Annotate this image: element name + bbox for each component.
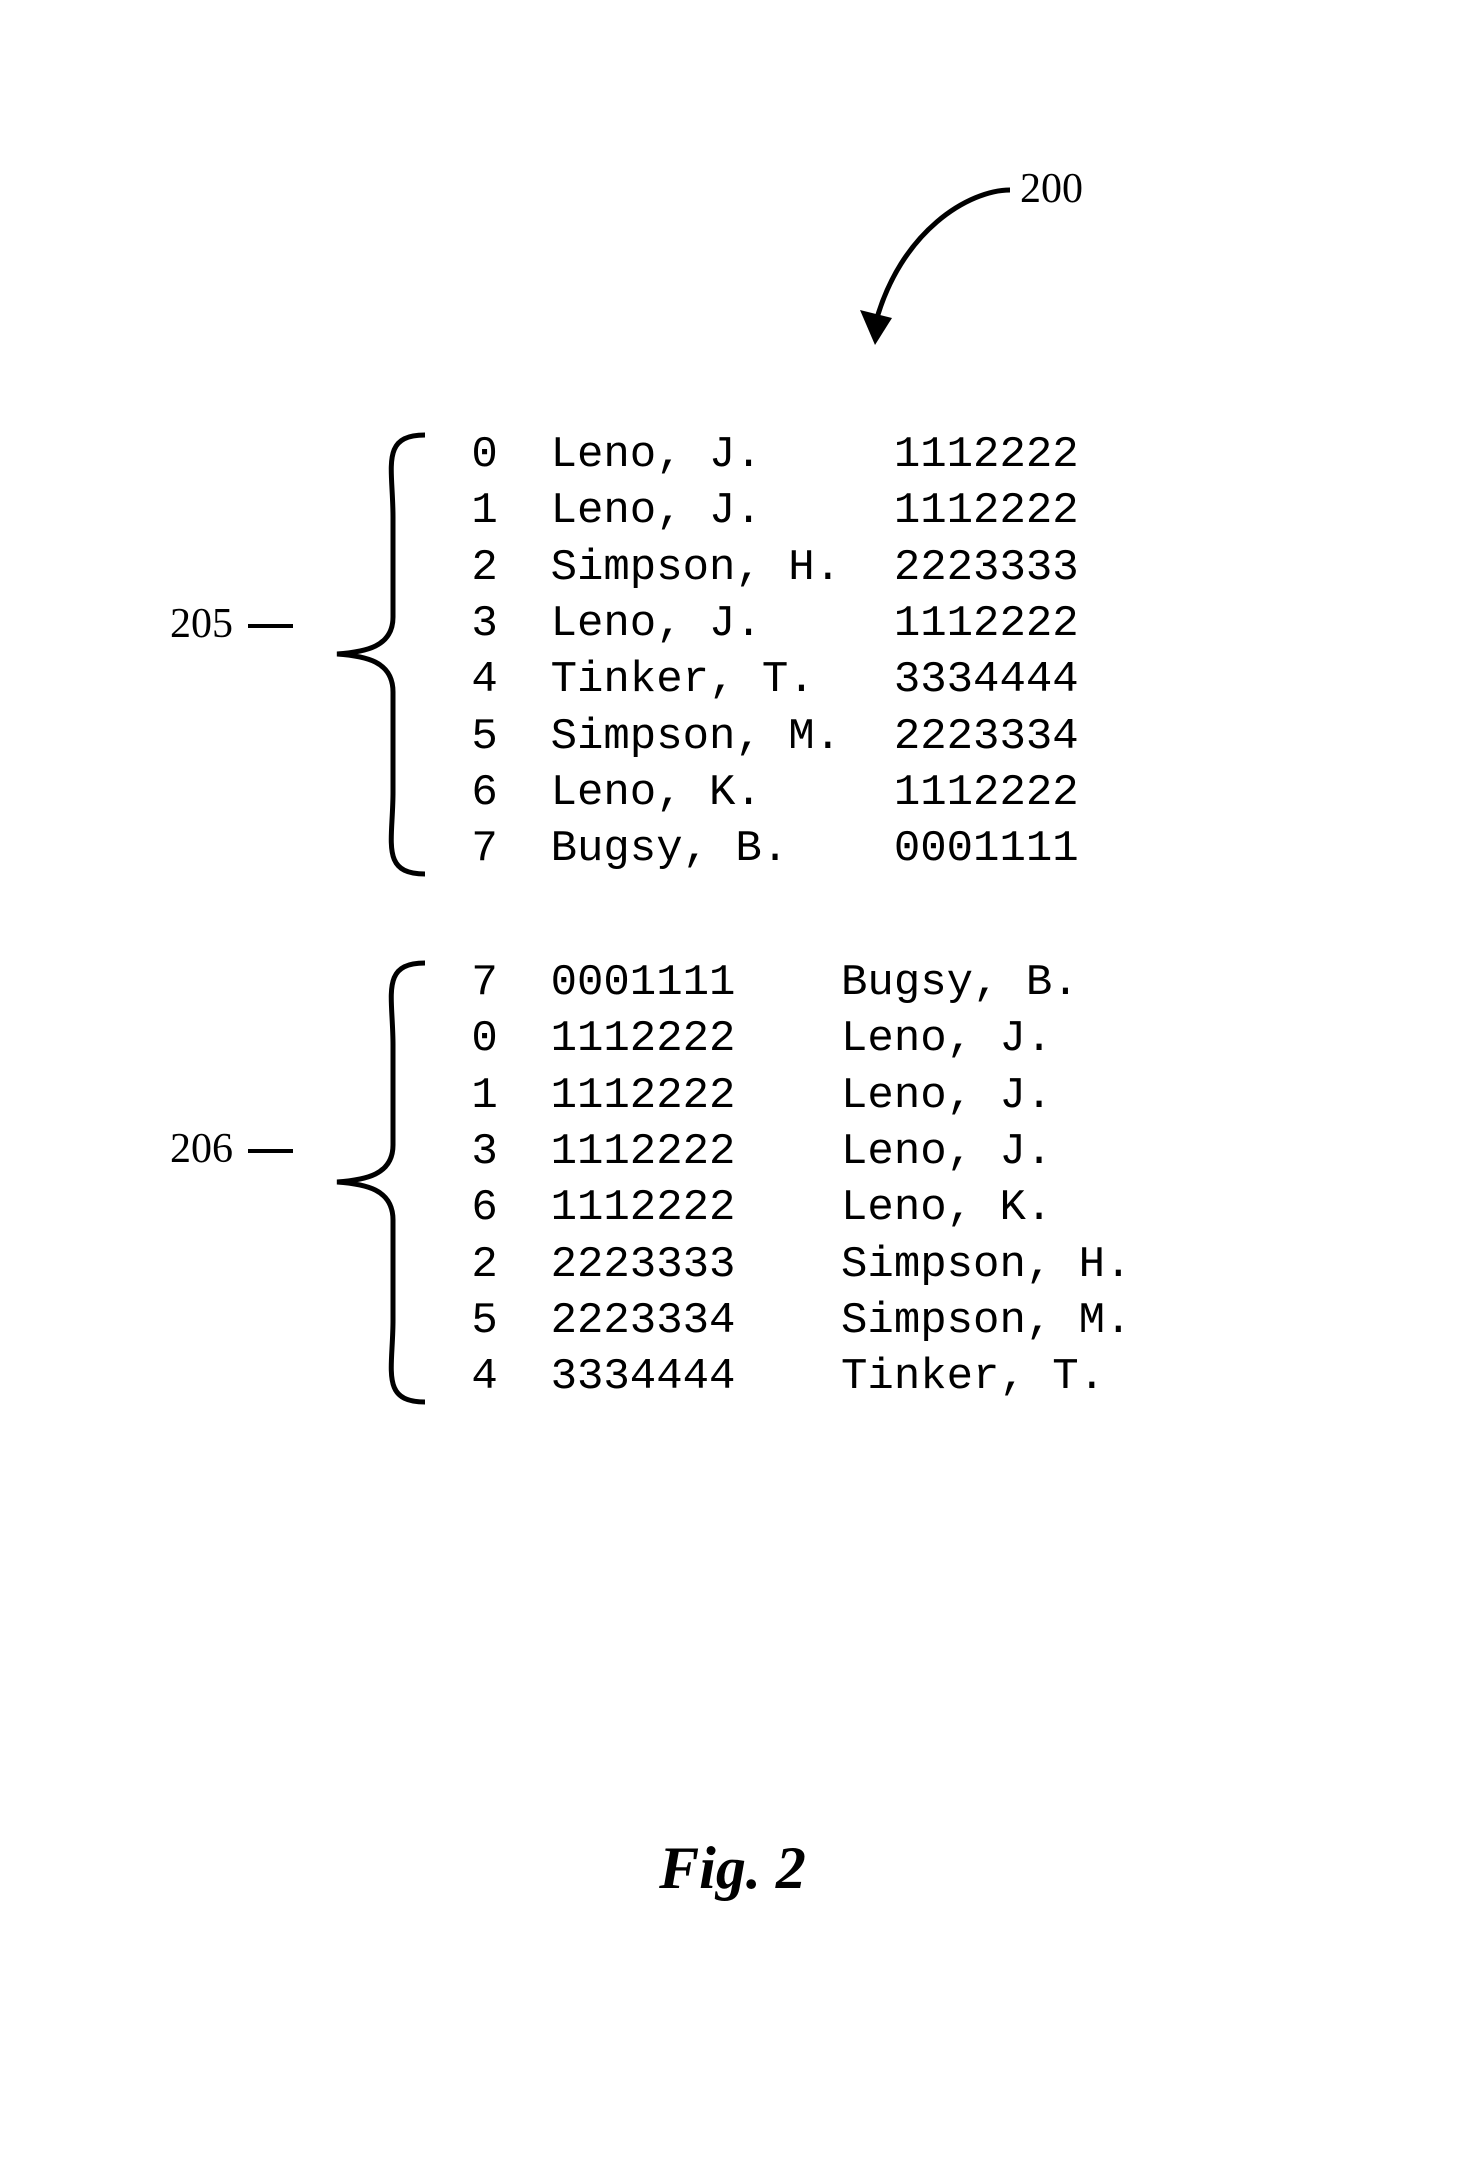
- table-row: 7 0001111Bugsy, B.: [445, 955, 1184, 1011]
- table-205: 0 Leno, J.11122221 Leno, J.11122222 Simp…: [445, 427, 1105, 878]
- cell-number: 1112222: [894, 427, 1105, 483]
- table-row: 5 2223334Simpson, M.: [445, 1293, 1184, 1349]
- curly-brace-icon: [325, 427, 435, 882]
- cell-number: 2223334: [551, 1293, 841, 1349]
- table-row: 4 Tinker, T.3334444: [445, 652, 1105, 708]
- cell-name: Simpson, M.: [551, 709, 894, 765]
- cell-name: Tinker, T.: [841, 1349, 1184, 1405]
- cell-number: 3334444: [894, 652, 1105, 708]
- cell-name: Simpson, H.: [841, 1237, 1184, 1293]
- cell-index: 2: [445, 540, 498, 596]
- table-row: 3 Leno, J.1112222: [445, 596, 1105, 652]
- cell-number: 1112222: [894, 483, 1105, 539]
- figure-page: 200 205 0 Leno, J.11122221 Leno, J.11122…: [0, 0, 1465, 2163]
- cell-index: 7: [445, 955, 498, 1011]
- cell-name: Bugsy, B.: [551, 821, 894, 877]
- cell-index: 7: [445, 821, 498, 877]
- cell-index: 2: [445, 1237, 498, 1293]
- cell-index: 3: [445, 596, 498, 652]
- cell-index: 5: [445, 709, 498, 765]
- cell-number: 1112222: [551, 1124, 841, 1180]
- cell-index: 0: [445, 427, 498, 483]
- table-row: 1 Leno, J.1112222: [445, 483, 1105, 539]
- cell-index: 4: [445, 652, 498, 708]
- cell-name: Leno, K.: [551, 765, 894, 821]
- cell-number: 1112222: [551, 1180, 841, 1236]
- table-row: 0 Leno, J.1112222: [445, 427, 1105, 483]
- cell-name: Leno, J.: [551, 596, 894, 652]
- cell-index: 4: [445, 1349, 498, 1405]
- cell-name: Simpson, H.: [551, 540, 894, 596]
- cell-number: 0001111: [551, 955, 841, 1011]
- table-row: 5 Simpson, M.2223334: [445, 709, 1105, 765]
- cell-number: 0001111: [894, 821, 1105, 877]
- cell-number: 2223334: [894, 709, 1105, 765]
- label-tick-205: [248, 624, 293, 628]
- cell-index: 0: [445, 1011, 498, 1067]
- table-row: 2 2223333Simpson, H.: [445, 1237, 1184, 1293]
- cell-number: 2223333: [894, 540, 1105, 596]
- cell-name: Leno, J.: [841, 1011, 1184, 1067]
- cell-name: Leno, K.: [841, 1180, 1184, 1236]
- cell-index: 1: [445, 1068, 498, 1124]
- cell-name: Leno, J.: [841, 1124, 1184, 1180]
- cell-index: 6: [445, 765, 498, 821]
- cell-number: 2223333: [551, 1237, 841, 1293]
- cell-index: 1: [445, 483, 498, 539]
- cell-number: 1112222: [894, 596, 1105, 652]
- cell-name: Leno, J.: [551, 483, 894, 539]
- figure-caption: Fig. 2: [0, 1834, 1465, 1903]
- reference-label-200: 200: [1020, 165, 1083, 213]
- label-tick-206: [248, 1149, 293, 1153]
- table-row: 3 1112222Leno, J.: [445, 1124, 1184, 1180]
- cell-number: 1112222: [551, 1011, 841, 1067]
- table-row: 2 Simpson, H.2223333: [445, 540, 1105, 596]
- cell-name: Simpson, M.: [841, 1293, 1184, 1349]
- table-row: 0 1112222Leno, J.: [445, 1011, 1184, 1067]
- table-206: 7 0001111Bugsy, B.0 1112222Leno, J.1 111…: [445, 955, 1184, 1406]
- cell-index: 5: [445, 1293, 498, 1349]
- cell-name: Bugsy, B.: [841, 955, 1184, 1011]
- cell-name: Leno, J.: [551, 427, 894, 483]
- table-row: 1 1112222Leno, J.: [445, 1068, 1184, 1124]
- cell-number: 3334444: [551, 1349, 841, 1405]
- arrow-200-icon: [820, 180, 1020, 350]
- cell-number: 1112222: [894, 765, 1105, 821]
- table-row: 6 1112222Leno, K.: [445, 1180, 1184, 1236]
- cell-index: 3: [445, 1124, 498, 1180]
- cell-index: 6: [445, 1180, 498, 1236]
- table-row: 7 Bugsy, B.0001111: [445, 821, 1105, 877]
- cell-name: Leno, J.: [841, 1068, 1184, 1124]
- group-label-205: 205: [170, 600, 233, 648]
- table-row: 6 Leno, K.1112222: [445, 765, 1105, 821]
- table-row: 4 3334444Tinker, T.: [445, 1349, 1184, 1405]
- group-label-206: 206: [170, 1125, 233, 1173]
- curly-brace-icon: [325, 955, 435, 1410]
- cell-number: 1112222: [551, 1068, 841, 1124]
- cell-name: Tinker, T.: [551, 652, 894, 708]
